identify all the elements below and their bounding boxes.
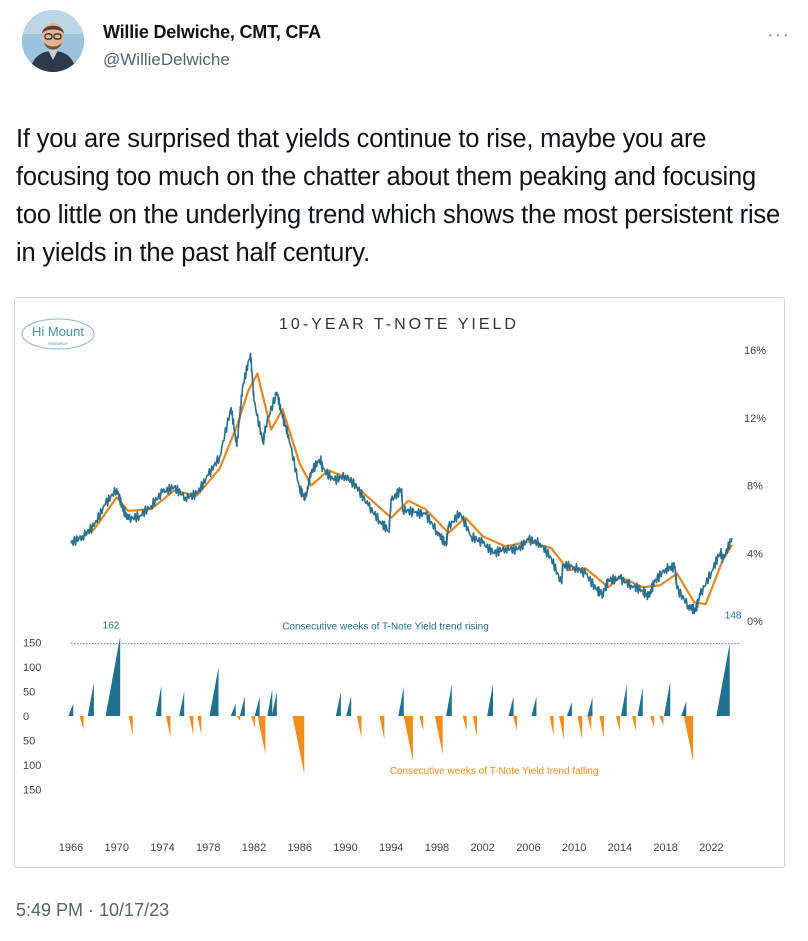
weeks-tick-label: 150 [23, 785, 41, 797]
rising-streak-bar [271, 691, 277, 716]
x-tick-label: 1966 [59, 842, 83, 854]
rising-streak-bar [155, 685, 162, 716]
rising-streak-bar [663, 681, 671, 716]
x-tick-label: 2018 [653, 842, 677, 854]
falling-streak-bar [650, 716, 655, 728]
weeks-tick-label: 50 [23, 687, 35, 699]
yield-tick-label: 4% [747, 548, 763, 560]
x-tick-label: 1974 [150, 842, 174, 854]
rising-streak-bar [179, 691, 185, 716]
x-tick-label: 1982 [242, 842, 266, 854]
last-rising-label: 148 [725, 610, 742, 621]
x-tick-label: 1990 [333, 842, 357, 854]
x-tick-label: 1986 [287, 842, 311, 854]
rising-streak-bar [681, 701, 687, 716]
rising-streak-bar [105, 636, 121, 716]
x-tick-label: 2022 [699, 842, 723, 854]
chart-image[interactable]: Hi Mount RESEARCH 10-YEAR T-NOTE YIELD 1… [14, 297, 785, 868]
logo-subtext: RESEARCH [48, 342, 68, 346]
rising-streak-bar [267, 689, 273, 716]
yield-chart: Hi Mount RESEARCH 10-YEAR T-NOTE YIELD 1… [21, 316, 766, 854]
falling-streak-bar [165, 716, 171, 739]
rising-streak-bar [209, 667, 219, 716]
rising-streak-bar [637, 687, 643, 716]
rising-streak-bar [68, 703, 74, 716]
max-rising-label: 162 [103, 621, 120, 632]
x-tick-label: 1978 [196, 842, 220, 854]
x-tick-label: 1998 [425, 842, 449, 854]
falling-streak-bar [356, 716, 362, 739]
falling-streak-bar [251, 716, 256, 729]
timestamp[interactable]: 5:49 PM · 10/17/23 [16, 900, 170, 920]
author-handle[interactable]: @WillieDelwiche [103, 50, 230, 69]
falling-annotation: Consecutive weeks of T-Note Yield trend … [390, 766, 599, 777]
falling-streak-bar [79, 716, 84, 730]
yield-line [70, 352, 733, 615]
falling-streak-bar [379, 716, 385, 740]
rising-streak-bar [398, 686, 404, 716]
falling-streak-bar [577, 716, 583, 740]
falling-streak-bar [599, 716, 604, 739]
author-name[interactable]: Willie Delwiche, CMT, CFA [103, 22, 321, 42]
rising-streak-bar [239, 696, 245, 716]
rising-streak-bar [230, 703, 236, 716]
chart-title: 10-YEAR T-NOTE YIELD [279, 316, 519, 333]
rising-streak-bar [335, 691, 341, 716]
more-options-icon[interactable]: ··· [767, 24, 790, 46]
falling-streak-bar [236, 716, 241, 721]
x-tick-label: 2010 [562, 842, 586, 854]
avatar-image [22, 10, 84, 72]
yield-tick-label: 8% [747, 481, 763, 493]
rising-streak-bar [566, 702, 572, 716]
falling-streak-bar [197, 716, 202, 735]
x-tick-label: 2014 [608, 842, 632, 854]
falling-streak-bar [462, 716, 467, 731]
falling-streak-bar [549, 716, 554, 736]
x-tick-label: 1970 [105, 842, 129, 854]
x-tick-label: 1994 [379, 842, 403, 854]
rising-streak-bar [621, 684, 627, 716]
weeks-tick-label: 100 [23, 662, 41, 674]
avatar[interactable] [22, 10, 84, 72]
falling-streak-bar [472, 716, 477, 737]
falling-streak-bar [189, 716, 194, 736]
rising-streak-bar [508, 696, 514, 716]
falling-streak-bar [683, 716, 694, 762]
rising-streak-bar [531, 696, 537, 716]
weeks-tick-label: 0 [23, 711, 29, 723]
x-tick-label: 2006 [516, 842, 540, 854]
falling-streak-bar [257, 716, 266, 755]
rising-streak-bar [446, 684, 452, 716]
yield-tick-label: 16% [744, 345, 766, 357]
falling-streak-bar [559, 716, 564, 740]
logo-text: Hi Mount [32, 324, 84, 339]
rising-streak-bar [716, 643, 730, 716]
falling-streak-bar [403, 716, 413, 762]
falling-streak-bar [513, 716, 517, 731]
x-tick-label: 2002 [470, 842, 494, 854]
falling-streak-bar [587, 716, 592, 731]
rising-streak-bar [346, 696, 352, 716]
falling-streak-bar [631, 716, 636, 731]
falling-streak-bar [615, 716, 620, 731]
weeks-tick-label: 50 [23, 736, 35, 748]
weeks-tick-label: 150 [23, 638, 41, 650]
falling-streak-bar [434, 716, 443, 755]
tweet-text: If you are surprised that yields continu… [16, 125, 780, 267]
rising-streak-bar [87, 682, 94, 716]
falling-streak-bar [292, 716, 305, 774]
yield-tick-label: 0% [747, 616, 763, 628]
weeks-tick-label: 100 [23, 760, 41, 772]
rising-annotation: Consecutive weeks of T-Note Yield trend … [282, 621, 489, 632]
hi-mount-logo: Hi Mount RESEARCH [21, 318, 95, 350]
rising-streak-bar [587, 697, 593, 716]
rising-streak-bar [487, 684, 493, 716]
falling-streak-bar [419, 716, 424, 731]
falling-streak-bar [128, 716, 133, 735]
yield-tick-label: 12% [744, 413, 766, 425]
rising-streak-bar [254, 696, 260, 716]
falling-streak-bar [659, 716, 664, 726]
